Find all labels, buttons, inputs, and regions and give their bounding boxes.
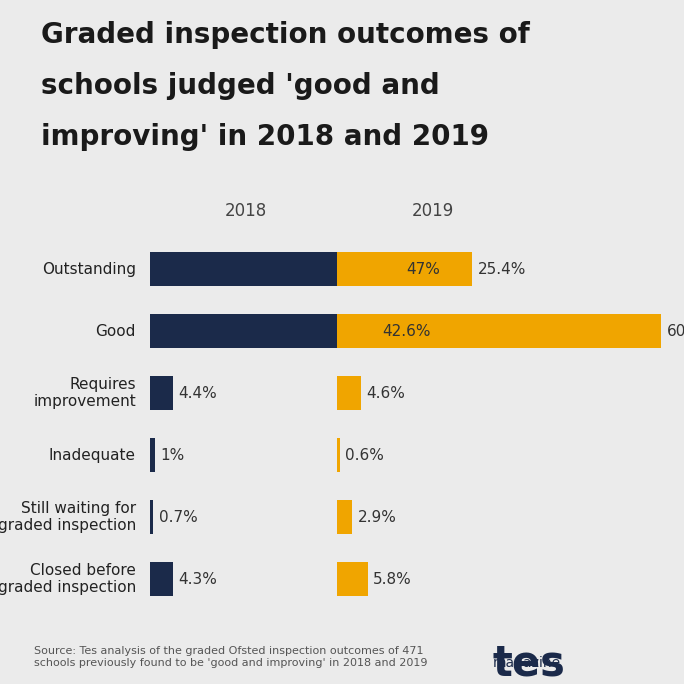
Text: 4.6%: 4.6%: [367, 386, 406, 401]
Text: 4.3%: 4.3%: [178, 572, 217, 587]
Text: 4.4%: 4.4%: [179, 386, 218, 401]
Text: 25.4%: 25.4%: [478, 261, 526, 276]
Text: 47%: 47%: [406, 261, 440, 276]
Text: Closed before
graded inspection: Closed before graded inspection: [0, 563, 136, 595]
Text: 2018: 2018: [224, 202, 267, 220]
Text: 2.9%: 2.9%: [358, 510, 397, 525]
Text: Still waiting for
graded inspection: Still waiting for graded inspection: [0, 501, 136, 534]
Text: tes: tes: [492, 643, 566, 684]
Text: Requires
improvement: Requires improvement: [34, 377, 136, 409]
Text: improving' in 2018 and 2019: improving' in 2018 and 2019: [41, 123, 489, 151]
Text: Outstanding: Outstanding: [42, 261, 136, 276]
Text: Inadequate: Inadequate: [49, 447, 136, 462]
Text: Good: Good: [96, 324, 136, 339]
Text: Graded inspection outcomes of: Graded inspection outcomes of: [41, 21, 530, 49]
Text: 5.8%: 5.8%: [373, 572, 412, 587]
Text: 0.6%: 0.6%: [345, 447, 384, 462]
Text: Source: Tes analysis of the graded Ofsted inspection outcomes of 471
schools pre: Source: Tes analysis of the graded Ofste…: [34, 646, 427, 668]
Text: schools judged 'good and: schools judged 'good and: [41, 72, 440, 100]
Text: 0.7%: 0.7%: [159, 510, 198, 525]
Text: 2019: 2019: [412, 202, 454, 220]
Text: 1%: 1%: [161, 447, 185, 462]
Text: magazine: magazine: [492, 657, 561, 670]
Text: 60.7%: 60.7%: [666, 324, 684, 339]
Text: 42.6%: 42.6%: [383, 324, 431, 339]
